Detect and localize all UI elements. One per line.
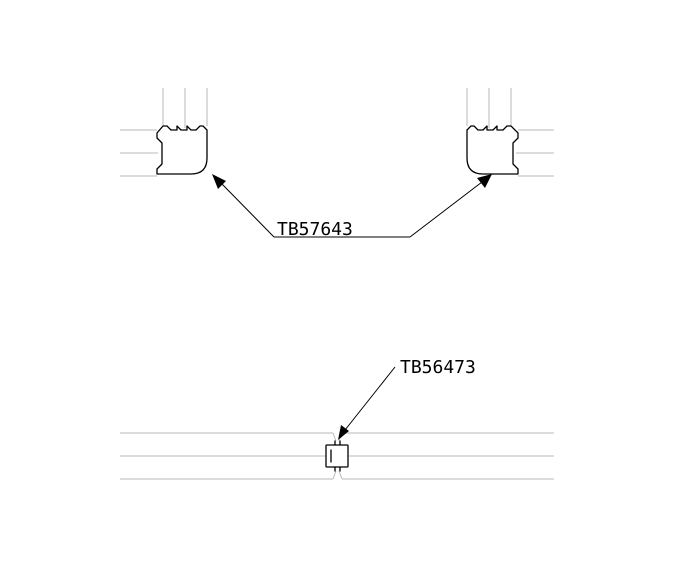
arrowhead-joint <box>338 425 349 440</box>
horizontal-profile-right <box>516 129 554 177</box>
callout-label-tb56473: TB56473 <box>400 357 476 378</box>
callout-corner-part: TB57643 <box>212 174 492 240</box>
vertical-profile-left <box>162 88 208 128</box>
horizontal-profile-left <box>120 129 158 177</box>
callout-joint-part: TB56473 <box>338 357 476 440</box>
arrowhead-left <box>212 174 226 189</box>
vertical-profile-right <box>466 88 512 128</box>
corner-connector-left <box>156 125 208 175</box>
arrowhead-right <box>477 174 492 188</box>
leader-line-joint <box>344 366 396 431</box>
straight-joint-detail <box>120 432 554 480</box>
straight-profile-right <box>338 432 554 480</box>
leader-line-left <box>220 182 275 238</box>
joint-connector <box>325 440 349 472</box>
corner-detail-left <box>120 88 208 177</box>
corner-connector-right <box>466 125 519 175</box>
corner-detail-right <box>466 88 554 177</box>
leader-line-right <box>409 181 483 238</box>
callout-label-tb57643: TB57643 <box>277 219 353 240</box>
straight-profile-left <box>120 432 337 480</box>
